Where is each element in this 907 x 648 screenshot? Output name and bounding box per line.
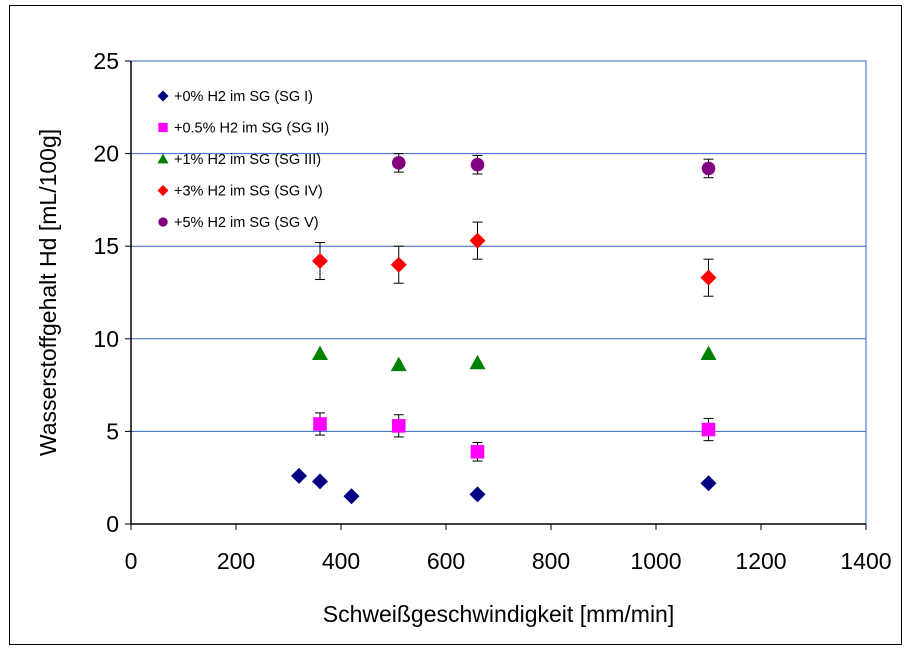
y-tick-label: 25 — [93, 48, 119, 74]
legend-label: +5% H2 im SG (SG V) — [174, 215, 319, 231]
data-point — [469, 354, 486, 370]
y-tick-label: 0 — [106, 511, 119, 537]
legend-label: +3% H2 im SG (SG IV) — [174, 184, 323, 200]
data-point — [391, 156, 406, 170]
legend-marker — [158, 122, 168, 133]
data-point — [700, 475, 717, 492]
gridlines — [131, 153, 866, 432]
x-axis-title: Schweißgeschwindigkeit [mm/min] — [323, 601, 675, 627]
y-axis-title: Wasserstoffgehalt Hd [mL/100g] — [35, 129, 61, 456]
x-tick-label: 1400 — [840, 548, 891, 574]
data-point — [343, 488, 360, 505]
y-tick-label: 20 — [93, 141, 119, 167]
data-point — [313, 417, 327, 431]
y-tick-label: 5 — [106, 418, 119, 444]
axes — [130, 61, 866, 525]
data-point — [390, 256, 407, 273]
y-tick-label: 10 — [93, 326, 119, 352]
data-point — [312, 473, 328, 490]
data-markers — [291, 156, 717, 505]
data-point — [700, 345, 717, 361]
data-point — [701, 422, 716, 437]
data-point — [390, 356, 407, 372]
legend-marker — [157, 90, 169, 102]
x-tick-label: 0 — [125, 548, 138, 574]
ticks: 0 5 10 15 20 25 0 200 400 600 800 1000 1200 1400 — [93, 48, 891, 574]
data-point — [469, 232, 486, 249]
x-tick-label: 400 — [322, 548, 360, 574]
legend-label: +0% H2 im SG (SG I) — [174, 89, 313, 105]
data-point — [391, 419, 406, 433]
legend-marker — [157, 185, 169, 196]
data-point — [470, 444, 485, 459]
y-tick-label: 15 — [93, 233, 119, 259]
data-point — [469, 486, 486, 503]
chart-frame — [9, 5, 902, 645]
x-tick-label: 1000 — [630, 548, 681, 574]
error-bars — [315, 153, 714, 462]
data-point — [470, 157, 485, 172]
data-point — [700, 269, 717, 286]
data-point — [291, 467, 307, 484]
x-tick-label: 1200 — [735, 548, 786, 574]
x-tick-label: 600 — [427, 548, 465, 574]
data-point — [312, 253, 328, 270]
x-tick-label: 200 — [217, 548, 255, 574]
data-point — [701, 161, 716, 176]
legend: +0% H2 im SG (SG I) +0.5% H2 im SG (SG II… — [157, 89, 329, 231]
legend-marker — [157, 153, 169, 164]
x-tick-label: 800 — [532, 548, 570, 574]
legend-label: +0.5% H2 im SG (SG II) — [174, 121, 329, 137]
legend-marker — [158, 217, 168, 227]
legend-label: +1% H2 im SG (SG III) — [174, 152, 321, 168]
data-point — [312, 345, 328, 361]
